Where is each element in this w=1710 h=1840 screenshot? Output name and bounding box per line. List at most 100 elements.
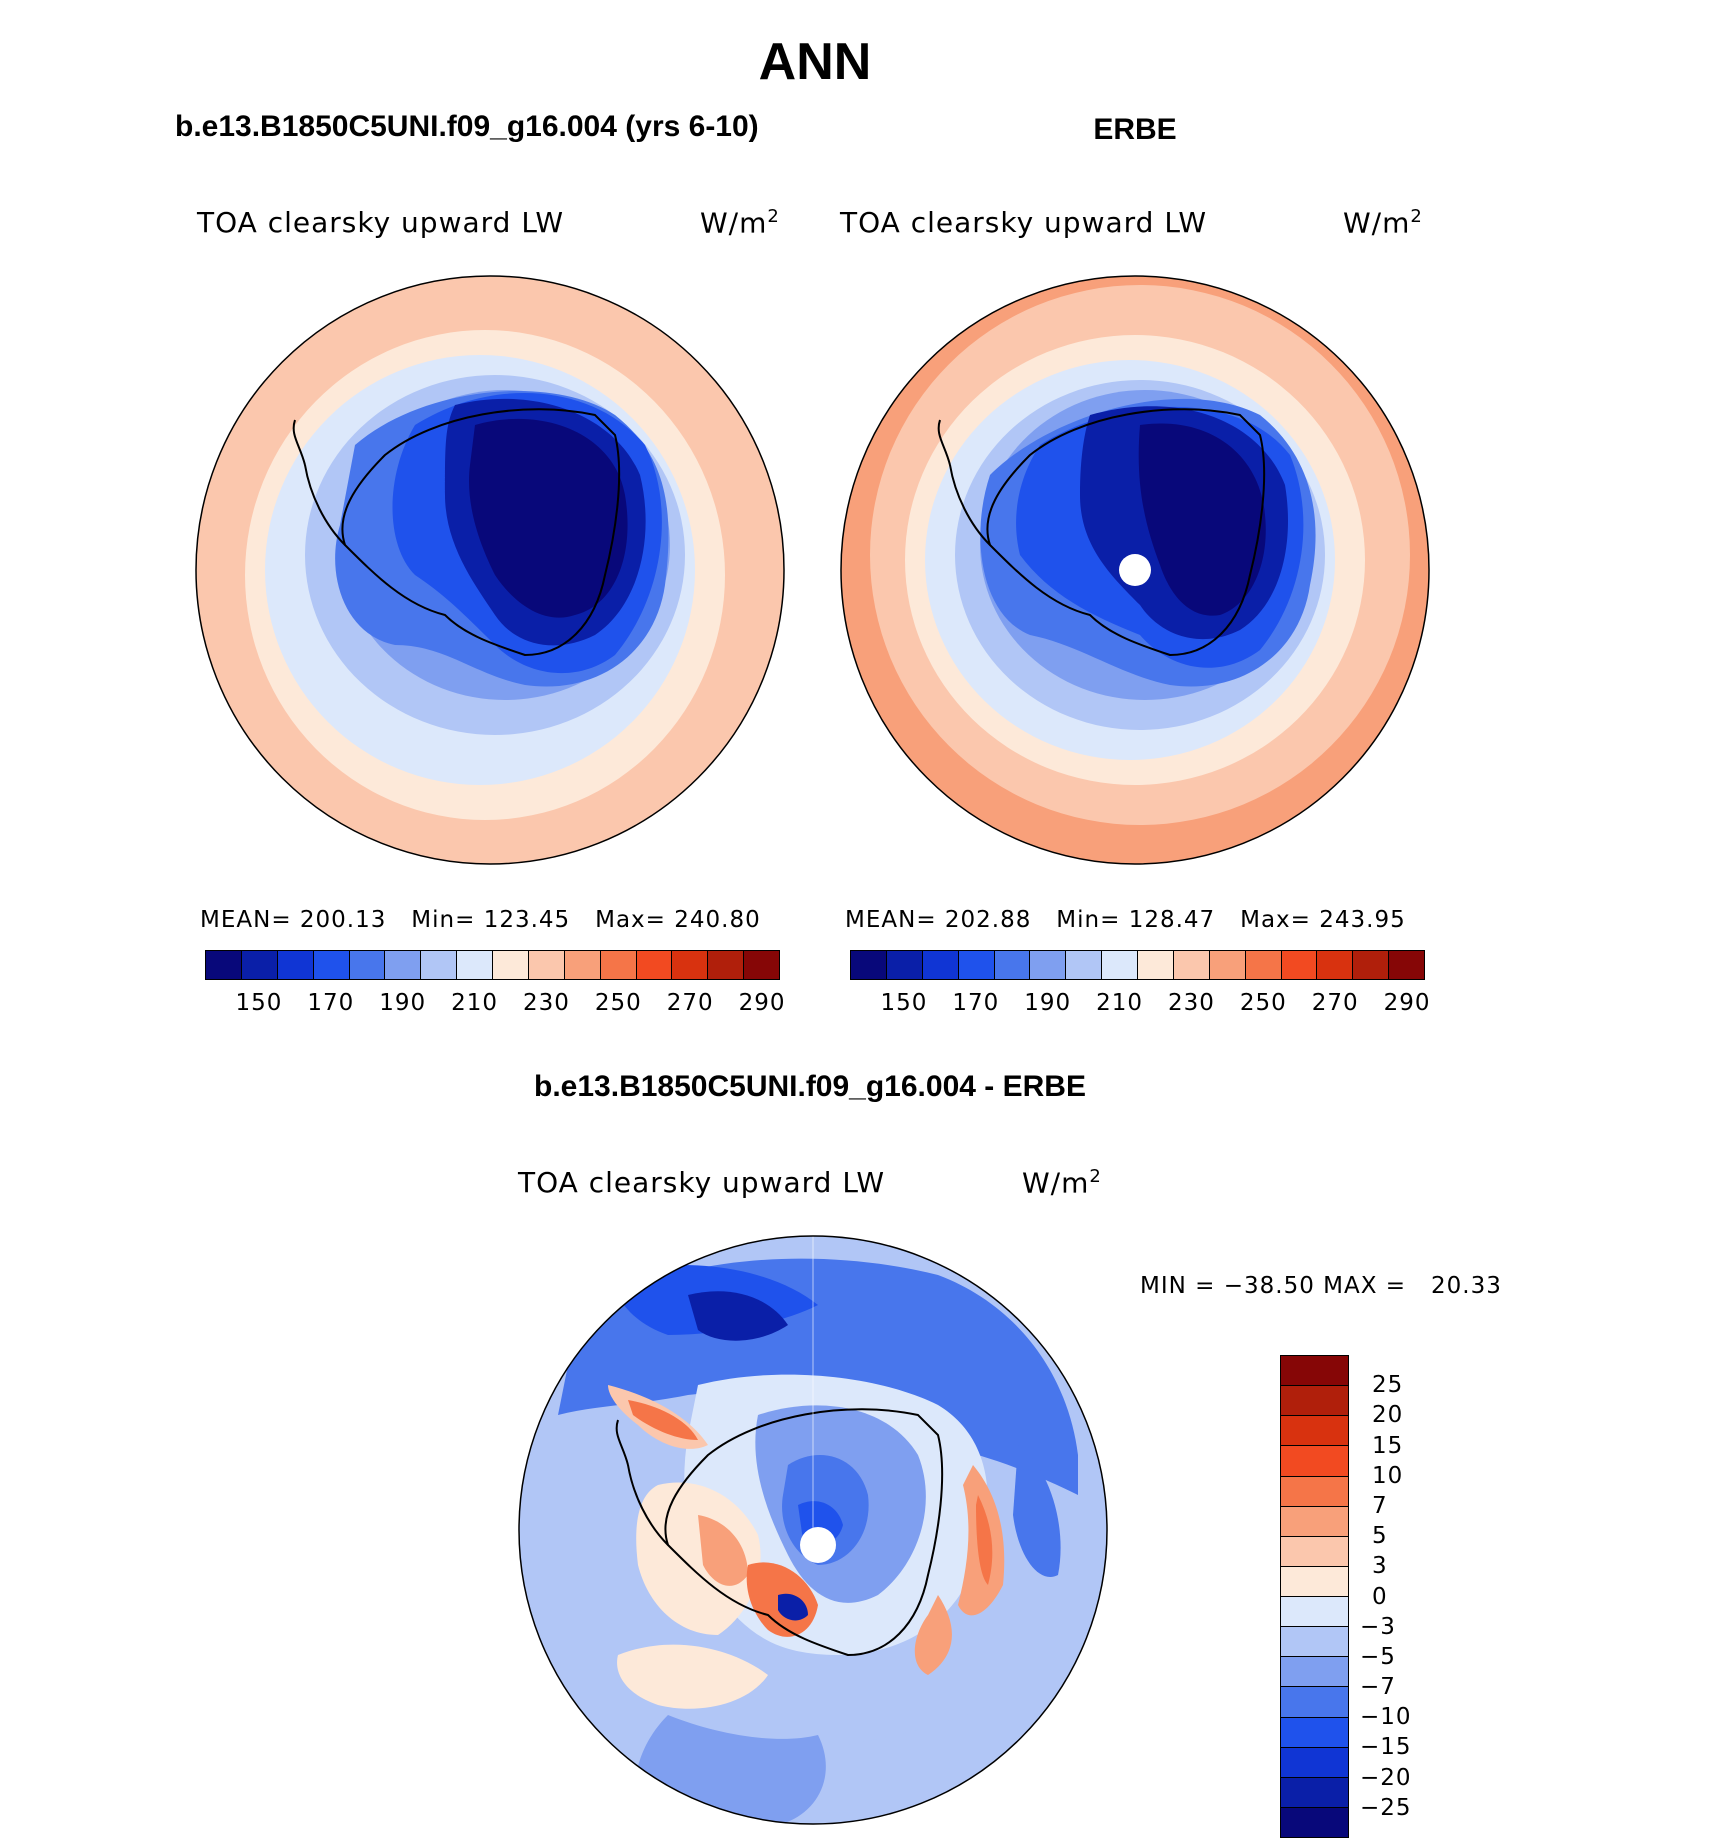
diff-units: W/m2: [1022, 1166, 1102, 1200]
diff-stats: MIN = −38.50 MAX = 20.33: [1140, 1273, 1502, 1299]
diff-case-title: b.e13.B1850C5UNI.f09_g16.004 - ERBE: [534, 1070, 1086, 1103]
right-stats: MEAN= 202.88 Min= 128.47 Max= 243.95: [845, 907, 1406, 933]
diff-colorbar-tick-label: −7: [1360, 1674, 1396, 1701]
left-colorbar-tick-label: 270: [666, 990, 714, 1016]
left-colorbar-tick-label: 290: [738, 990, 786, 1016]
diff-colorbar-ticks: 25 20 15 10 7 5 3 0 −3 −5 −7 −10 −15 −20 −25: [1360, 1355, 1440, 1836]
diff-colorbar: [1280, 1355, 1349, 1838]
diff-colorbar-swatch: [1281, 1356, 1348, 1387]
left-colorbar-swatch: [421, 951, 458, 979]
left-colorbar-swatch: [206, 951, 242, 979]
diff-colorbar-swatch: [1281, 1597, 1348, 1628]
diff-colorbar-swatch: [1281, 1506, 1348, 1537]
diff-colorbar-tick-label: −5: [1360, 1643, 1396, 1670]
diff-colorbar-tick-label: 5: [1372, 1523, 1388, 1550]
right-colorbar-ticks: 150 170 190 210 230 250 270 290: [850, 990, 1429, 1020]
right-colorbar-swatch: [1281, 951, 1318, 979]
left-colorbar-swatch: [457, 951, 493, 979]
left-colorbar-swatch: [600, 951, 637, 979]
left-units: W/m2: [700, 206, 780, 240]
diff-colorbar-swatch: [1281, 1717, 1348, 1748]
right-colorbar-tick-label: 290: [1383, 990, 1431, 1016]
diff-colorbar-tick-label: 7: [1372, 1492, 1388, 1519]
right-colorbar-swatch: [1138, 951, 1174, 979]
right-colorbar-swatch: [886, 951, 923, 979]
left-colorbar-ticks: 150 170 190 210 230 250 270 290: [205, 990, 784, 1020]
right-subtitle: TOA clearsky upward LW: [840, 206, 1208, 239]
left-colorbar-swatch: [277, 951, 314, 979]
diff-colorbar-tick-label: 10: [1372, 1462, 1404, 1489]
right-colorbar: [850, 950, 1425, 980]
diff-colorbar-tick-label: 15: [1372, 1432, 1404, 1459]
left-colorbar-tick-label: 150: [235, 990, 283, 1016]
right-colorbar-tick-label: 210: [1096, 990, 1143, 1016]
left-colorbar-tick-label: 230: [522, 990, 570, 1016]
diff-colorbar-swatch: [1281, 1446, 1348, 1477]
right-units: W/m2: [1343, 206, 1423, 240]
diff-colorbar-tick-label: −25: [1360, 1794, 1412, 1821]
left-colorbar-swatch: [528, 951, 565, 979]
left-colorbar-swatch: [672, 951, 709, 979]
right-colorbar-swatch: [1209, 951, 1246, 979]
right-colorbar-tick-label: 150: [880, 990, 928, 1016]
diff-colorbar-swatch: [1281, 1807, 1348, 1837]
diff-colorbar-tick-label: 25: [1372, 1372, 1404, 1399]
diff-colorbar-swatch: [1281, 1416, 1348, 1447]
left-polar-map: [195, 275, 785, 865]
right-polar-map: [840, 275, 1430, 865]
diff-colorbar-swatch: [1281, 1747, 1348, 1778]
main-title: ANN: [758, 33, 872, 91]
left-colorbar-tick-label: 170: [307, 990, 355, 1016]
diff-colorbar-swatch: [1281, 1536, 1348, 1567]
diff-colorbar-tick-label: 0: [1372, 1583, 1388, 1610]
left-case-title: b.e13.B1850C5UNI.f09_g16.004 (yrs 6-10): [175, 110, 759, 143]
diff-colorbar-tick-label: 20: [1372, 1402, 1404, 1429]
diff-colorbar-tick-label: −10: [1360, 1704, 1412, 1731]
diff-colorbar-tick-label: −3: [1360, 1613, 1396, 1640]
right-colorbar-tick-label: 270: [1311, 990, 1359, 1016]
right-colorbar-swatch: [922, 951, 959, 979]
left-subtitle: TOA clearsky upward LW: [197, 206, 565, 239]
right-colorbar-tick-label: 230: [1167, 990, 1215, 1016]
left-colorbar-swatch: [313, 951, 350, 979]
diff-colorbar-tick-label: 3: [1372, 1553, 1388, 1580]
right-colorbar-tick-label: 190: [1024, 990, 1072, 1016]
right-colorbar-swatch: [994, 951, 1031, 979]
right-colorbar-swatch: [1245, 951, 1282, 979]
diff-polar-map: [518, 1235, 1108, 1825]
right-colorbar-swatch: [1066, 951, 1103, 979]
diff-colorbar-swatch: [1281, 1687, 1348, 1718]
right-colorbar-swatch: [1173, 951, 1210, 979]
right-colorbar-swatch: [851, 951, 887, 979]
diff-colorbar-swatch: [1281, 1657, 1348, 1688]
right-colorbar-swatch: [1317, 951, 1354, 979]
left-colorbar-swatch: [385, 951, 422, 979]
right-colorbar-swatch: [1102, 951, 1138, 979]
left-colorbar-swatch: [349, 951, 386, 979]
left-colorbar-swatch: [493, 951, 529, 979]
right-colorbar-swatch: [1030, 951, 1067, 979]
left-colorbar-tick-label: 210: [451, 990, 498, 1016]
diff-colorbar-swatch: [1281, 1566, 1348, 1597]
right-colorbar-swatch: [1353, 951, 1390, 979]
diff-colorbar-swatch: [1281, 1627, 1348, 1658]
diff-colorbar-tick-label: −20: [1360, 1764, 1412, 1791]
left-colorbar-swatch: [744, 951, 779, 979]
left-colorbar-swatch: [564, 951, 601, 979]
left-colorbar-tick-label: 190: [379, 990, 427, 1016]
diff-subtitle: TOA clearsky upward LW: [518, 1166, 886, 1199]
right-colorbar-swatch: [958, 951, 995, 979]
right-colorbar-tick-label: 250: [1239, 990, 1287, 1016]
diff-colorbar-swatch: [1281, 1476, 1348, 1507]
right-colorbar-tick-label: 170: [952, 990, 1000, 1016]
left-colorbar: [205, 950, 780, 980]
left-colorbar-swatch: [636, 951, 673, 979]
diff-colorbar-swatch: [1281, 1386, 1348, 1417]
diff-colorbar-swatch: [1281, 1777, 1348, 1808]
right-case-title: ERBE: [1093, 113, 1177, 146]
left-colorbar-tick-label: 250: [594, 990, 642, 1016]
left-stats: MEAN= 200.13 Min= 123.45 Max= 240.80: [200, 907, 761, 933]
right-colorbar-swatch: [1389, 951, 1424, 979]
left-colorbar-swatch: [241, 951, 278, 979]
left-colorbar-swatch: [708, 951, 745, 979]
